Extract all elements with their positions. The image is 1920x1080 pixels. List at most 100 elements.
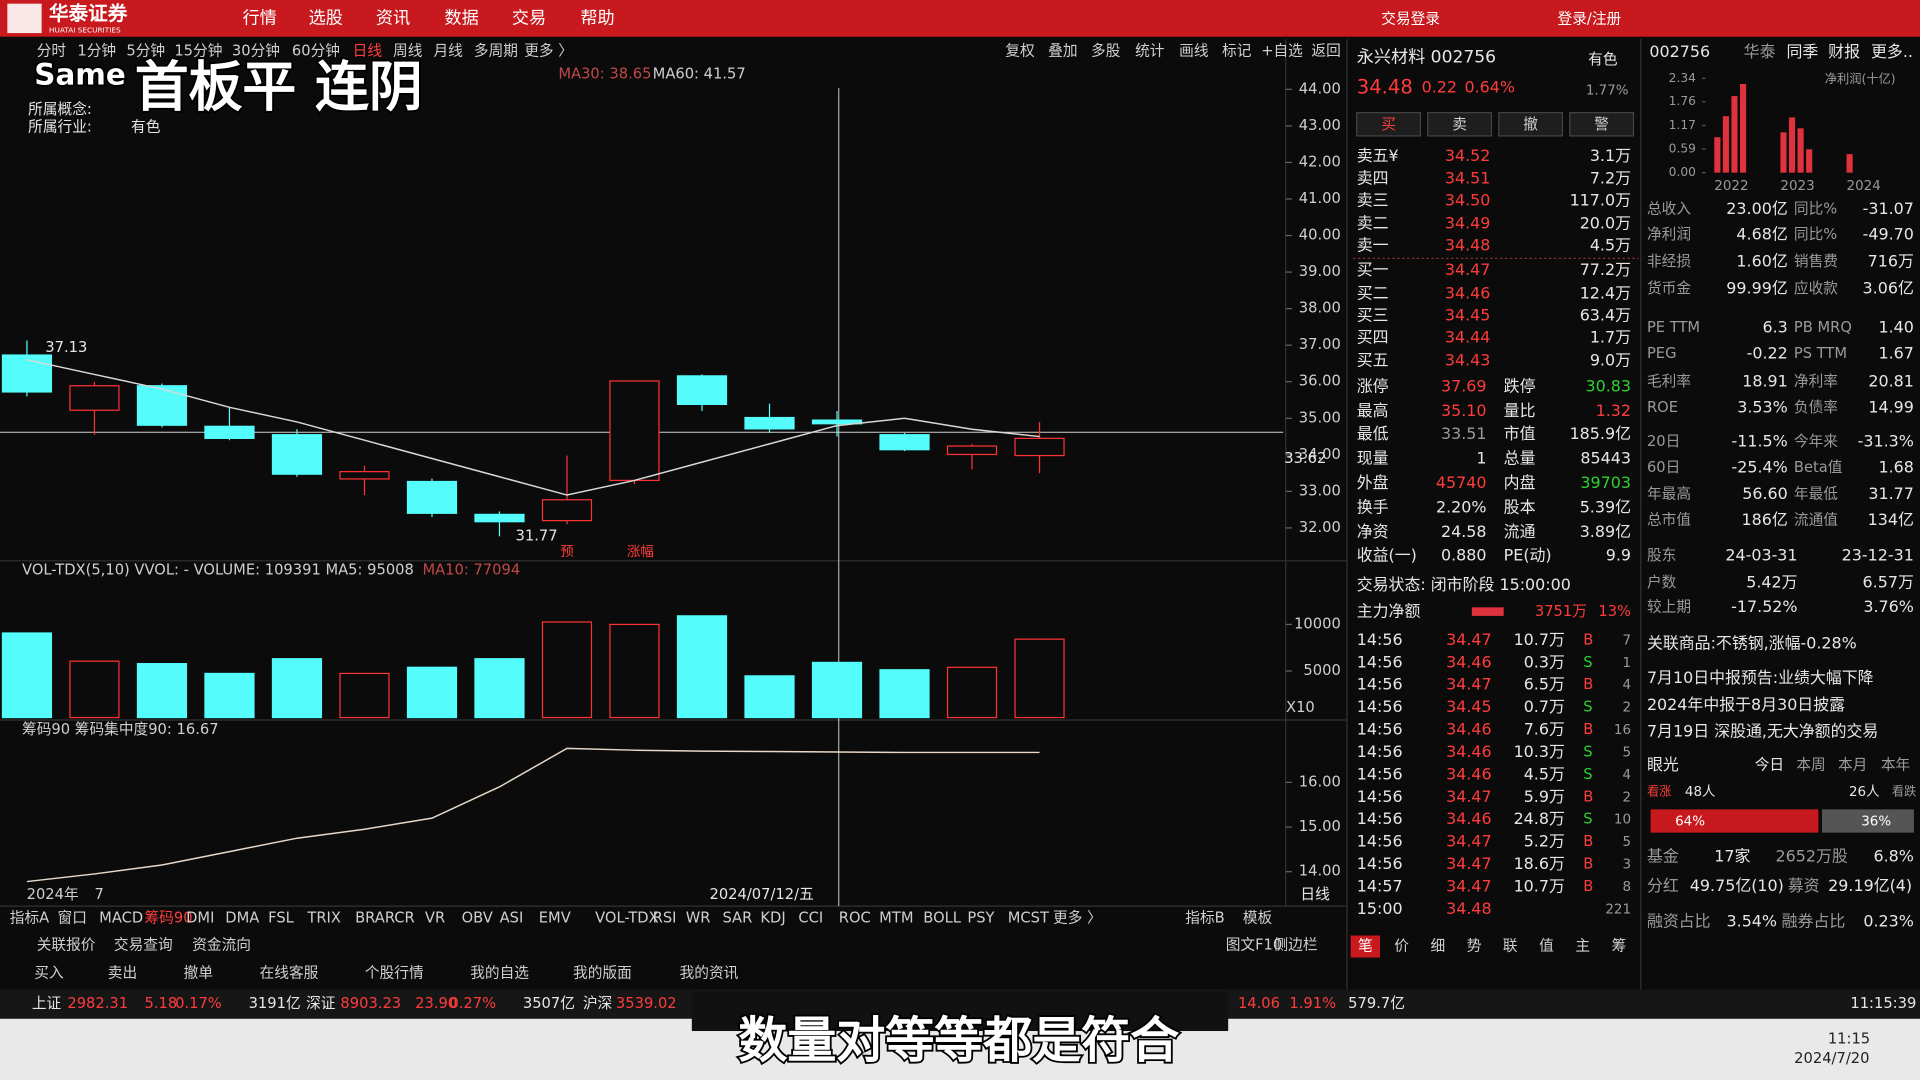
action[interactable]: 我的版面 — [573, 964, 632, 981]
indicator-tab[interactable]: BOLL — [923, 909, 962, 926]
detail-tab[interactable]: 主 — [1575, 938, 1590, 955]
tool[interactable]: 复权 — [1005, 41, 1035, 59]
menu-item[interactable]: 行情 — [242, 8, 276, 28]
detail-tab[interactable]: 价 — [1394, 938, 1409, 955]
trade-button-label[interactable]: 警 — [1594, 116, 1609, 133]
detail-tab[interactable]: 势 — [1467, 938, 1482, 955]
period-tab[interactable]: 30分钟 — [232, 42, 280, 59]
indicator-tab[interactable]: 指标B — [1185, 909, 1224, 926]
indicator-tab[interactable]: 更多 〉 — [1053, 909, 1102, 926]
indicator-tab[interactable]: MACD — [99, 909, 143, 926]
period-tab[interactable]: 分时 — [37, 42, 67, 59]
book-volume: 12.4万 — [1580, 283, 1631, 302]
link-tab[interactable]: 侧边栏 — [1273, 936, 1317, 953]
indicator-tab[interactable]: BRAR — [355, 909, 395, 926]
period-tab[interactable]: 日线 — [353, 42, 383, 59]
side-tab[interactable]: 财报 — [1828, 42, 1860, 61]
indicator-tab[interactable]: VR — [425, 909, 445, 926]
tool[interactable]: +自选 — [1261, 42, 1303, 59]
period-tab[interactable]: 月线 — [433, 42, 463, 59]
indicator-tab[interactable]: EMV — [539, 909, 571, 926]
period-tab[interactable]: 1分钟 — [77, 42, 116, 59]
indicator-tab[interactable]: FSL — [268, 909, 295, 926]
indicator-tab[interactable]: TRIX — [306, 909, 341, 926]
indicator-tab[interactable]: ROC — [839, 909, 871, 926]
period-tab[interactable]: 周线 — [393, 42, 423, 59]
vision-tab[interactable]: 今日 — [1755, 756, 1784, 773]
overlay-small: Same — [34, 57, 126, 91]
period-tab[interactable]: 更多 〉 — [524, 42, 573, 59]
news-item[interactable]: 7月19日 深股通,无大净额的交易 — [1647, 722, 1878, 741]
book-label: 买五 — [1357, 351, 1389, 370]
indicator-tab[interactable]: SAR — [722, 909, 752, 926]
indicator-tab[interactable]: VOL-TDX — [595, 909, 659, 926]
vision-tab[interactable]: 本年 — [1881, 756, 1911, 773]
indicator-tab[interactable]: OBV — [462, 909, 493, 926]
indicator-tab[interactable]: PSY — [967, 909, 994, 926]
link-tab[interactable]: 资金流向 — [192, 936, 251, 953]
side-tab[interactable]: 同季 — [1787, 42, 1819, 61]
action[interactable]: 个股行情 — [365, 964, 424, 981]
link-tab[interactable]: 交易查询 — [114, 935, 173, 953]
indicator-tab[interactable]: 窗口 — [58, 908, 87, 926]
detail-tab[interactable]: 细 — [1430, 938, 1445, 955]
tool[interactable]: 多股 — [1091, 42, 1121, 59]
trade-button[interactable] — [1356, 112, 1422, 137]
indicator-tab[interactable]: 模板 — [1243, 908, 1273, 926]
indicator-tab[interactable]: WR — [686, 909, 711, 926]
trade-button[interactable] — [1498, 112, 1564, 137]
action[interactable]: 买入 — [34, 964, 64, 981]
menu-item[interactable]: 帮助 — [580, 8, 614, 28]
tool[interactable]: 标记 — [1222, 42, 1252, 59]
link-tab[interactable]: 图文F10 — [1226, 936, 1283, 953]
period-tab[interactable]: 多周期 — [474, 42, 518, 59]
action[interactable]: 撤单 — [184, 964, 213, 981]
period-tab[interactable]: 60分钟 — [292, 42, 340, 59]
fin-value: 14.99 — [1868, 397, 1914, 416]
tool[interactable]: 统计 — [1135, 42, 1165, 59]
action[interactable]: 我的自选 — [470, 964, 529, 981]
period-tab[interactable]: 5分钟 — [126, 42, 165, 59]
news-item[interactable]: 7月10日中报预告:业绩大幅下降 — [1647, 668, 1874, 687]
trade-button-label[interactable]: 卖 — [1452, 116, 1467, 133]
login[interactable]: 登录/注册 — [1558, 11, 1622, 28]
link-tab[interactable]: 关联报价 — [37, 936, 96, 953]
news-item[interactable]: 2024年中报于8月30日披露 — [1647, 695, 1845, 714]
side-tab[interactable]: 华泰 — [1744, 42, 1776, 61]
menu-item[interactable]: 交易 — [512, 8, 546, 28]
menu-item[interactable]: 数据 — [445, 8, 479, 28]
trade-button[interactable] — [1569, 112, 1635, 137]
indicator-tab[interactable]: CR — [394, 909, 414, 926]
vision-tab[interactable]: 本周 — [1796, 756, 1825, 773]
trade-button-label[interactable]: 买 — [1381, 116, 1396, 133]
trade-button[interactable] — [1427, 112, 1493, 137]
trade-login[interactable]: 交易登录 — [1381, 10, 1440, 28]
indicator-tab[interactable]: 筹码90 — [144, 909, 192, 926]
indicator-tab[interactable]: RSI — [653, 909, 677, 926]
indicator-tab[interactable]: MCST — [1008, 909, 1050, 926]
menu-item[interactable]: 选股 — [309, 8, 343, 28]
indicator-tab[interactable]: 指标A — [10, 909, 49, 926]
stat-label: 净资 — [1357, 522, 1389, 541]
detail-tab[interactable]: 联 — [1503, 938, 1518, 955]
detail-tab[interactable]: 值 — [1539, 938, 1554, 955]
side-tab[interactable]: 更多.. — [1871, 42, 1913, 61]
indicator-tab[interactable]: DMA — [225, 909, 259, 926]
detail-tab[interactable]: 筹 — [1612, 938, 1627, 955]
indicator-tab[interactable]: KDJ — [760, 909, 785, 926]
action[interactable]: 我的资讯 — [680, 964, 739, 981]
indicator-tab[interactable]: CCI — [798, 909, 823, 926]
action[interactable]: 在线客服 — [260, 964, 319, 981]
menu-item[interactable]: 资讯 — [376, 8, 410, 28]
tool[interactable]: 返回 — [1311, 42, 1340, 59]
indicator-tab[interactable]: MTM — [879, 909, 913, 926]
tool[interactable]: 画线 — [1179, 42, 1209, 59]
detail-tab[interactable]: 笔 — [1358, 938, 1373, 955]
indicator-tab[interactable]: ASI — [500, 909, 524, 926]
trade-button-label[interactable]: 撤 — [1523, 116, 1538, 133]
action[interactable]: 卖出 — [108, 964, 137, 981]
tool[interactable]: 叠加 — [1048, 42, 1077, 59]
vision-tab[interactable]: 本月 — [1838, 756, 1867, 773]
period-tab[interactable]: 15分钟 — [174, 42, 222, 59]
indicator-tab[interactable]: DMI — [186, 909, 214, 926]
